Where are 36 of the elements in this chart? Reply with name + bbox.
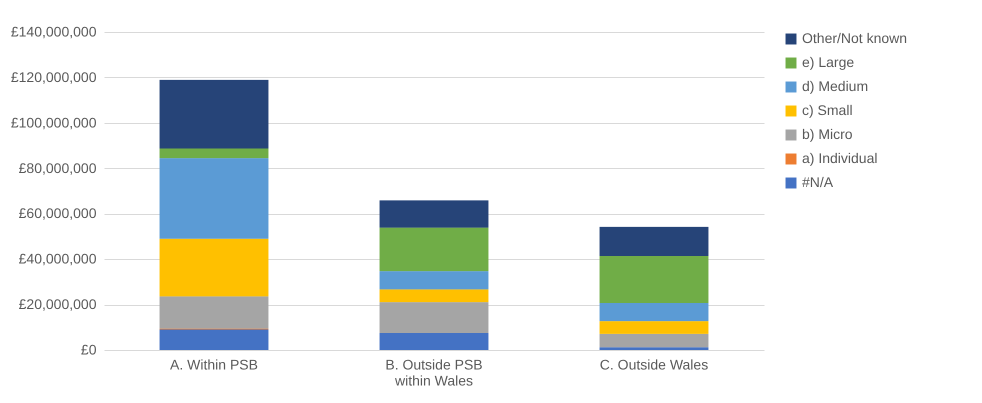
legend-label: a) Individual [802,150,878,166]
legend-label: Other/Not known [802,30,908,46]
bar [160,238,268,296]
bar [600,347,708,350]
bar [380,200,488,228]
bar [600,226,708,256]
y-tick-label: £20,000,000 [18,296,97,312]
bar [380,271,488,290]
legend-label: c) Small [802,102,853,118]
legend-label: b) Micro [802,126,853,142]
x-tick-label: C. Outside Wales [600,356,708,372]
bar [380,332,488,350]
x-tick-label: A. Within PSB [170,356,258,372]
legend-label: e) Large [802,54,854,70]
y-tick-label: £120,000,000 [10,68,97,85]
bar [160,330,268,350]
y-tick-label: £140,000,000 [10,24,97,40]
legend-label: d) Medium [802,78,868,94]
bar [380,228,488,272]
bar [160,148,268,158]
bar [600,321,708,334]
bar [160,158,268,239]
bar [600,334,708,348]
legend-label: #N/A [802,174,834,190]
x-tick-label: B. Outside PSB within Wales [385,356,483,388]
y-tick-label: £0 [80,342,97,358]
y-tick-label: £100,000,000 [10,114,97,130]
bar [160,80,268,149]
bar [600,302,708,322]
y-tick-label: £80,000,000 [18,160,97,176]
bar [600,256,708,303]
y-tick-label: £60,000,000 [18,205,97,222]
bar [380,302,488,333]
bar [380,289,488,302]
y-tick-label: £40,000,000 [18,250,97,267]
bar [160,296,268,329]
